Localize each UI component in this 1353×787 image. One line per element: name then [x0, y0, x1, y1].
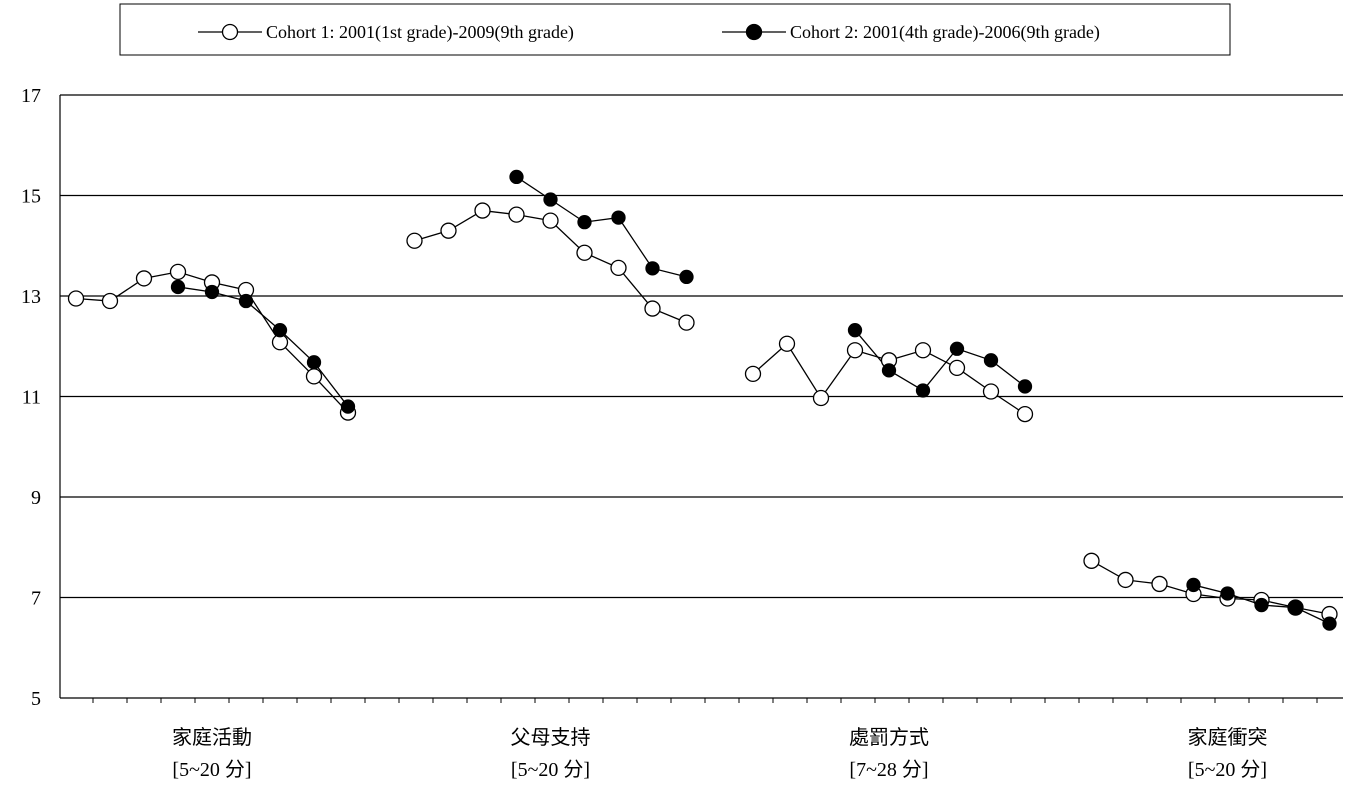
data-point-cohort2-group3-3	[915, 383, 931, 398]
data-point-cohort1-group3-2	[778, 335, 796, 352]
y-tick-label-11: 11	[22, 387, 41, 409]
data-point-cohort1-group2-1	[406, 232, 423, 249]
data-point-cohort1-group1-2	[101, 292, 119, 310]
category-labels: 家庭活動 [5~20 分] 父母支持 [5~20 分] 處罰方式 [7~28 分] 家庭衝突…	[172, 726, 1268, 781]
y-tick-label-15: 15	[21, 186, 41, 208]
data-point-cohort2-group3-1	[847, 323, 863, 338]
data-point-cohort1-group2-6	[576, 244, 593, 261]
category-range-label-3: [5~20 分]	[1188, 758, 1267, 781]
legend-marker-cohort1	[221, 23, 239, 41]
data-point-cohort2-group2-3	[577, 214, 592, 230]
data-point-cohort2-group1-1	[170, 279, 186, 295]
category-range-label-1: [5~20 分]	[511, 758, 590, 781]
category-label-2: 處罰方式	[849, 726, 929, 749]
data-point-cohort1-group4-2	[1117, 571, 1134, 589]
category-label-3: 家庭衝突	[1188, 726, 1268, 749]
data-point-cohort1-group4-3	[1151, 575, 1168, 593]
data-point-cohort2-group4-3	[1254, 597, 1269, 613]
category-range-label-2: [7~28 分]	[849, 758, 928, 781]
data-point-cohort2-group3-4	[949, 341, 965, 356]
gridlines	[60, 94, 1343, 599]
data-point-cohort2-group1-3	[238, 293, 254, 309]
data-point-cohort2-group1-2	[204, 284, 220, 300]
series-line-cohort2-group3	[854, 329, 1026, 392]
y-tick-label-7: 7	[31, 588, 41, 610]
data-point-cohort2-group3-6	[1017, 379, 1033, 394]
data-point-cohort1-group2-8	[644, 300, 661, 317]
data-point-cohort2-group2-5	[645, 261, 660, 276]
data-point-cohort2-group4-1	[1186, 577, 1201, 593]
data-point-cohort1-group1-8	[305, 368, 323, 385]
data-point-cohort2-group2-6	[679, 269, 694, 285]
data-point-cohort2-group2-2	[543, 192, 558, 207]
legend-label-cohort2: Cohort 2: 2001(4th grade)-2006(9th grade…	[790, 22, 1100, 43]
category-range-label-0: [5~20 分]	[172, 758, 251, 781]
data-point-cohort1-group2-7	[610, 259, 627, 277]
series-line-cohort2-group1	[177, 286, 349, 407]
data-point-cohort1-group3-3	[812, 389, 830, 407]
category-label-0: 家庭活動	[172, 726, 252, 749]
data-point-cohort2-group3-2	[881, 363, 897, 378]
data-point-cohort2-group1-6	[340, 399, 356, 414]
data-point-cohort2-group4-5	[1322, 616, 1337, 631]
data-point-cohort1-group3-9	[1016, 405, 1034, 423]
data-point-cohort1-group2-2	[440, 222, 457, 239]
data-point-cohort1-group2-5	[542, 212, 559, 229]
data-point-cohort1-group1-3	[135, 270, 153, 287]
data-point-cohort1-group3-7	[948, 359, 966, 377]
data-point-cohort1-group4-1	[1083, 552, 1100, 569]
data-point-cohort1-group1-4	[169, 263, 187, 281]
series-line-cohort2-group2	[516, 176, 687, 278]
plot-series	[67, 169, 1338, 631]
chart-legend: Cohort 1: 2001(1st grade)-2009(9th grade…	[119, 3, 1231, 56]
data-point-cohort2-group2-1	[509, 169, 524, 185]
y-tick-label-5: 5	[31, 688, 41, 710]
legend-label-cohort1: Cohort 1: 2001(1st grade)-2009(9th grade…	[266, 22, 574, 43]
data-point-cohort1-group2-3	[474, 202, 491, 219]
data-point-cohort1-group3-6	[914, 342, 932, 359]
legend-marker-cohort2	[745, 23, 763, 41]
data-point-cohort1-group3-8	[982, 383, 1000, 400]
data-point-cohort1-group2-9	[678, 314, 695, 331]
legend-box	[119, 3, 1231, 56]
data-point-cohort1-group3-4	[846, 342, 864, 359]
y-tick-label-9: 9	[31, 487, 41, 509]
data-point-cohort2-group4-2	[1220, 586, 1235, 601]
data-point-cohort2-group1-5	[306, 355, 322, 370]
data-point-cohort1-group1-1	[67, 290, 85, 307]
data-point-cohort2-group3-5	[983, 353, 999, 368]
data-point-cohort2-group1-4	[272, 323, 288, 338]
data-point-cohort1-group3-1	[744, 365, 762, 383]
axes: 5 7 9 11 13 15 17	[21, 85, 1343, 710]
data-point-cohort2-group4-4	[1288, 600, 1303, 615]
category-label-1: 父母支持	[511, 726, 591, 749]
data-point-cohort2-group2-4	[611, 210, 626, 225]
y-tick-label-17: 17	[21, 85, 41, 107]
y-tick-label-13: 13	[21, 286, 41, 308]
data-point-cohort1-group2-4	[508, 206, 525, 223]
